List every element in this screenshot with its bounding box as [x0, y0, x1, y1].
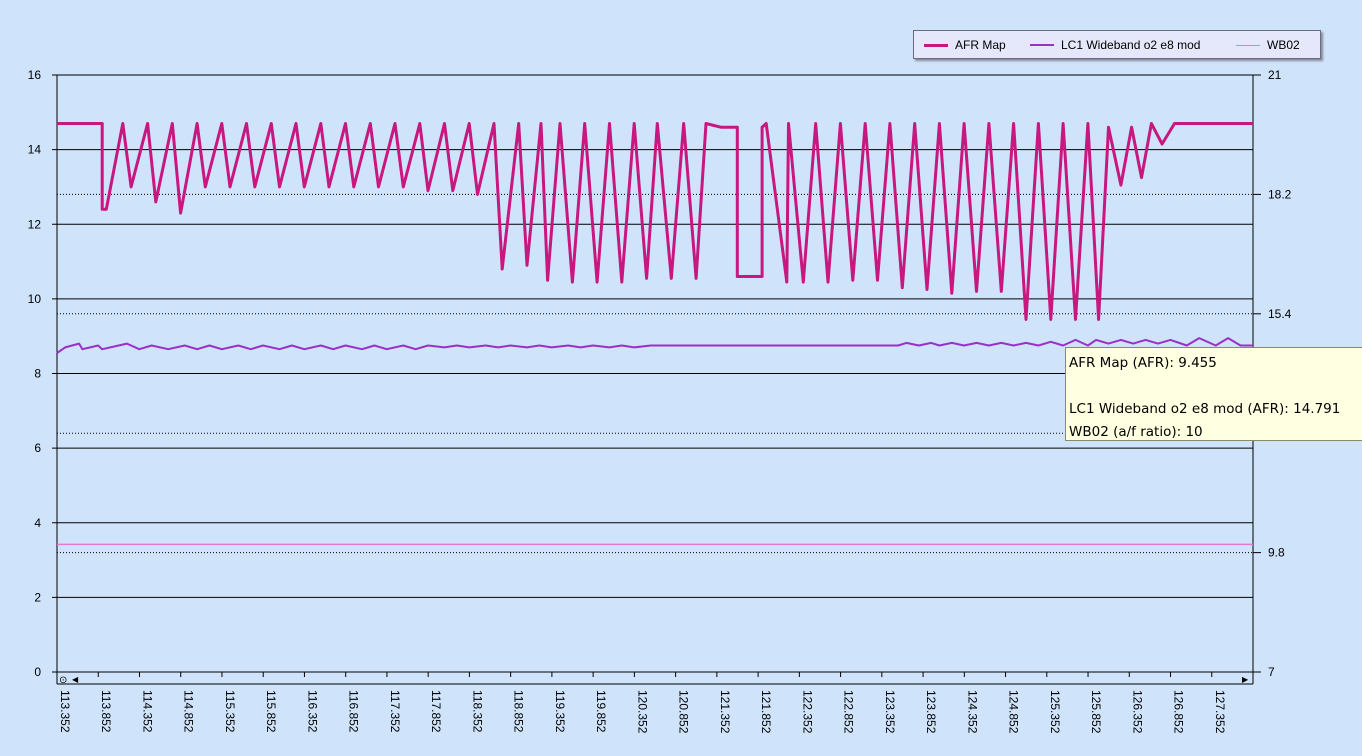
x-tick-label: 117.352 [388, 690, 402, 733]
tooltip-line-blank [1069, 375, 1362, 398]
legend-item-afr-map[interactable]: AFR Map [924, 38, 1006, 52]
legend-label-lc1: LC1 Wideband o2 e8 mod [1061, 38, 1201, 52]
y-left-tick-label: 4 [34, 516, 41, 530]
x-tick-label: 113.352 [58, 690, 72, 733]
y-left-tick-label: 10 [28, 292, 42, 306]
x-tick-label: 126.352 [1130, 690, 1144, 734]
x-tick-label: 119.852 [594, 690, 608, 733]
x-tick-label: 120.352 [635, 690, 649, 734]
data-tooltip: AFR Map (AFR): 9.455 LC1 Wideband o2 e8 … [1065, 347, 1362, 441]
chart-legend: AFR Map LC1 Wideband o2 e8 mod WB02 [913, 30, 1321, 59]
series-line-lc1-wideband-o2-e8-mod [56, 337, 1253, 354]
x-tick-label: 126.852 [1172, 690, 1186, 734]
x-tick-label: 124.852 [1007, 690, 1021, 734]
legend-swatch-afr-map [924, 43, 948, 47]
x-tick-label: 118.352 [470, 690, 484, 733]
scroll-right-icon: ▶ [1242, 675, 1249, 684]
y-right-tick-label: 9.8 [1268, 546, 1285, 560]
x-tick-label: 115.352 [223, 690, 237, 733]
x-tick-label: 124.352 [965, 690, 979, 734]
x-tick-label: 121.352 [718, 690, 732, 734]
x-tick-label: 113.852 [99, 690, 113, 733]
x-tick-label: 114.352 [140, 690, 154, 733]
x-tick-label: 122.852 [842, 690, 856, 734]
zoom-reset-icon: ⊙ [59, 675, 67, 686]
legend-item-wb02[interactable]: WB02 [1236, 38, 1300, 52]
legend-item-lc1[interactable]: LC1 Wideband o2 e8 mod [1030, 38, 1200, 52]
y-left-tick-label: 2 [34, 590, 41, 604]
y-right-tick-label: 15.4 [1268, 307, 1292, 321]
x-tick-label: 123.852 [924, 690, 938, 734]
y-left-tick-label: 16 [28, 68, 42, 82]
y-left-tick-label: 0 [34, 665, 41, 679]
y-left-tick-label: 12 [28, 217, 42, 231]
series-line-afr-map [57, 122, 1253, 321]
x-tick-label: 118.852 [512, 690, 526, 733]
x-tick-label: 116.852 [347, 690, 361, 733]
x-tick-label: 121.852 [759, 690, 773, 734]
x-tick-label: 119.352 [553, 690, 567, 733]
y-right-tick-label: 7 [1268, 665, 1275, 679]
x-tick-label: 122.352 [800, 690, 814, 734]
tooltip-line-afr-map: AFR Map (AFR): 9.455 [1069, 355, 1217, 371]
y-right-tick-label: 21 [1268, 68, 1282, 82]
x-tick-label: 127.352 [1213, 690, 1227, 734]
x-tick-label: 120.852 [677, 690, 691, 734]
y-left-tick-label: 14 [28, 143, 42, 157]
y-right-tick-label: 18.2 [1268, 187, 1292, 201]
x-tick-label: 125.852 [1089, 690, 1103, 734]
legend-label-afr-map: AFR Map [955, 38, 1006, 52]
y-left-tick-label: 8 [34, 367, 41, 381]
x-tick-label: 125.352 [1048, 690, 1062, 734]
x-tick-label: 117.852 [429, 690, 443, 733]
legend-swatch-wb02 [1236, 44, 1260, 46]
x-tick-label: 114.852 [182, 690, 196, 733]
legend-swatch-lc1 [1030, 44, 1054, 46]
tooltip-line-wb02: WB02 (a/f ratio): 10 [1069, 424, 1203, 440]
y-left-tick-label: 6 [34, 441, 41, 455]
tooltip-line-lc1: LC1 Wideband o2 e8 mod (AFR): 14.791 [1069, 401, 1341, 417]
scroll-left-icon: ◀ [72, 675, 79, 684]
x-tick-label: 123.352 [883, 690, 897, 734]
x-tick-label: 116.352 [305, 690, 319, 733]
legend-label-wb02: WB02 [1267, 38, 1300, 52]
x-tick-label: 115.852 [264, 690, 278, 733]
